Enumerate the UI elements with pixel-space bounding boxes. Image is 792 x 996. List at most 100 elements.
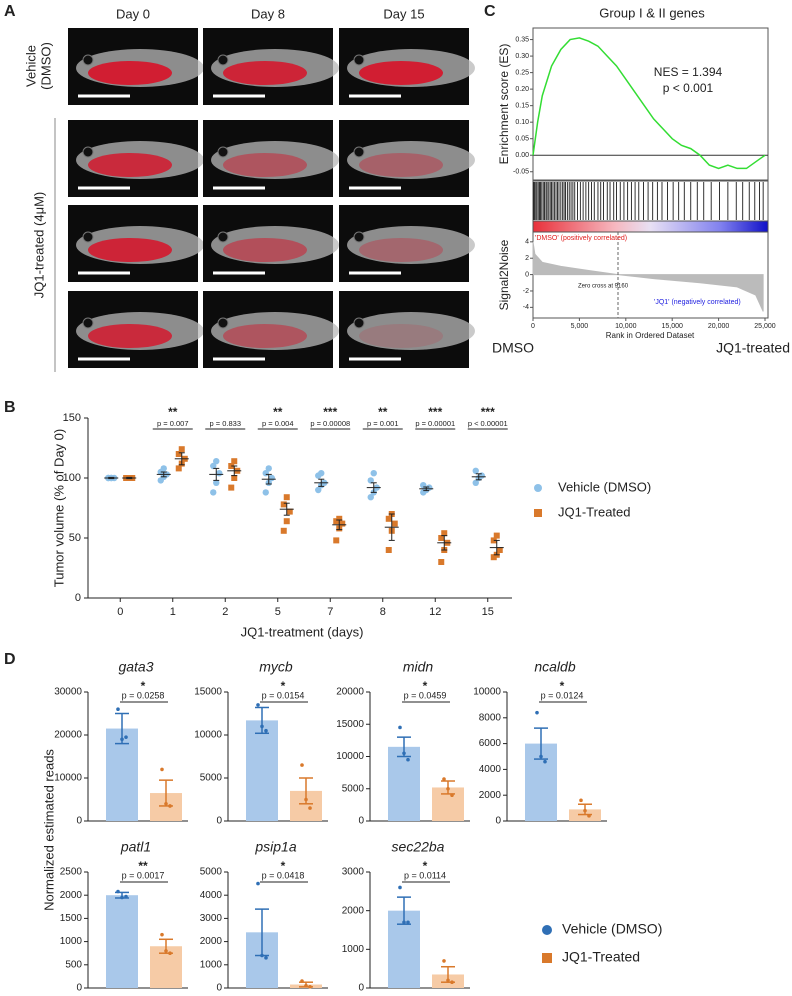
- data-point: [264, 956, 268, 960]
- fish-eye: [353, 146, 365, 158]
- fish-tumor: [223, 153, 307, 177]
- p-value: p = 0.0124: [541, 690, 584, 700]
- annotation: 'JQ1' (negatively correlated): [654, 299, 741, 306]
- fish-tumor: [88, 61, 172, 85]
- p-value: p = 0.0154: [262, 690, 305, 700]
- data-point: [391, 520, 398, 527]
- fish-eye: [82, 146, 94, 158]
- y-tick-label: 0: [525, 271, 529, 278]
- data-point: [579, 798, 583, 803]
- y-tick-label: 0: [76, 816, 82, 827]
- data-point: [120, 737, 124, 742]
- data-point: [283, 494, 290, 501]
- y-tick-label: 6000: [479, 738, 502, 749]
- y-axis-label: Enrichment score (ES): [497, 44, 511, 165]
- panel-label: C: [484, 3, 496, 20]
- y-tick-label: 2500: [60, 867, 83, 878]
- y-tick-label: 0.15: [515, 102, 529, 109]
- x-tick-label: 5: [275, 606, 281, 618]
- data-point: [450, 980, 454, 984]
- x-tick-label: 5,000: [571, 323, 589, 330]
- y-tick-label: 10000: [194, 730, 222, 741]
- data-point: [539, 754, 543, 759]
- p-value: p = 0.004: [262, 419, 294, 428]
- p-value: p = 0.0459: [404, 690, 447, 700]
- data-point: [260, 953, 264, 958]
- row-label: Vehicle: [23, 45, 38, 87]
- y-tick-label: 1000: [200, 959, 223, 970]
- significance-stars: **: [378, 405, 388, 419]
- legend-label: JQ1-Treated: [562, 949, 640, 965]
- panel-label: A: [4, 3, 16, 20]
- ranked-metric: [532, 241, 764, 312]
- annotation: Zero cross at 9160: [578, 284, 629, 290]
- data-point: [286, 508, 293, 515]
- data-point: [265, 465, 272, 472]
- fish-body: [211, 141, 339, 179]
- fish-tumor: [359, 238, 443, 262]
- y-tick-label: 0.00: [515, 152, 529, 159]
- y-tick-label: -4: [523, 304, 529, 311]
- y-tick-label: -0.05: [513, 169, 529, 176]
- significance-stars: *: [423, 859, 428, 873]
- data-point: [308, 806, 312, 810]
- data-point: [231, 458, 238, 465]
- panel-label: D: [4, 651, 16, 668]
- y-tick-label: 3000: [200, 913, 223, 924]
- data-point: [333, 537, 340, 544]
- legend-marker: [534, 509, 542, 517]
- data-point: [472, 467, 479, 474]
- y-tick-label: 5000: [200, 867, 223, 878]
- y-axis-label: Signal2Noise: [497, 239, 511, 310]
- data-point: [318, 470, 325, 477]
- chart-title: psip1a: [254, 839, 296, 855]
- legend-label: JQ1-Treated: [558, 504, 631, 519]
- data-point: [398, 725, 402, 730]
- data-point: [336, 515, 343, 522]
- fish-body: [347, 312, 475, 350]
- y-tick-label: -2: [523, 288, 529, 295]
- fish-body: [347, 226, 475, 264]
- fish-eye: [353, 231, 365, 243]
- p-value: p < 0.00001: [468, 419, 508, 428]
- p-value: p = 0.0258: [122, 690, 165, 700]
- data-point: [231, 475, 238, 481]
- fish-tumor: [359, 153, 443, 177]
- y-axis-label: Normalized estimated reads: [41, 749, 56, 911]
- data-point: [472, 479, 479, 486]
- data-point: [385, 515, 392, 522]
- p-value: p = 0.0017: [122, 870, 165, 880]
- data-point: [210, 489, 217, 496]
- fish-eye: [217, 54, 229, 66]
- y-tick-label: 2000: [60, 890, 83, 901]
- p-value: p = 0.00008: [310, 419, 350, 428]
- significance-stars: *: [281, 859, 286, 873]
- y-tick-label: 50: [69, 532, 81, 544]
- data-point: [402, 751, 406, 756]
- chart-title: midn: [403, 659, 434, 675]
- x-tick-label: 1: [170, 606, 176, 618]
- significance-stars: *: [281, 679, 286, 693]
- legend-marker: [542, 925, 552, 935]
- y-tick-label: 5000: [342, 783, 365, 794]
- data-point: [493, 532, 500, 539]
- data-point: [280, 501, 287, 508]
- y-tick-label: 20000: [54, 730, 82, 741]
- x-axis-label: Rank in Ordered Dataset: [606, 331, 695, 340]
- data-point: [213, 458, 220, 465]
- data-point: [308, 985, 312, 989]
- column-header: Day 8: [251, 6, 285, 21]
- data-point: [406, 757, 410, 762]
- data-point: [438, 535, 445, 541]
- data-point: [315, 486, 322, 494]
- data-point: [160, 767, 164, 772]
- row-label: (DMSO): [38, 42, 53, 90]
- y-tick-label: 0.30: [515, 53, 529, 60]
- p-value: p = 0.833: [210, 419, 242, 428]
- data-point: [164, 802, 168, 806]
- data-point: [339, 520, 346, 527]
- fish-tumor: [88, 153, 172, 177]
- data-point: [370, 470, 377, 477]
- y-tick-label: 0: [358, 983, 364, 994]
- legend-label: Vehicle (DMSO): [562, 921, 662, 937]
